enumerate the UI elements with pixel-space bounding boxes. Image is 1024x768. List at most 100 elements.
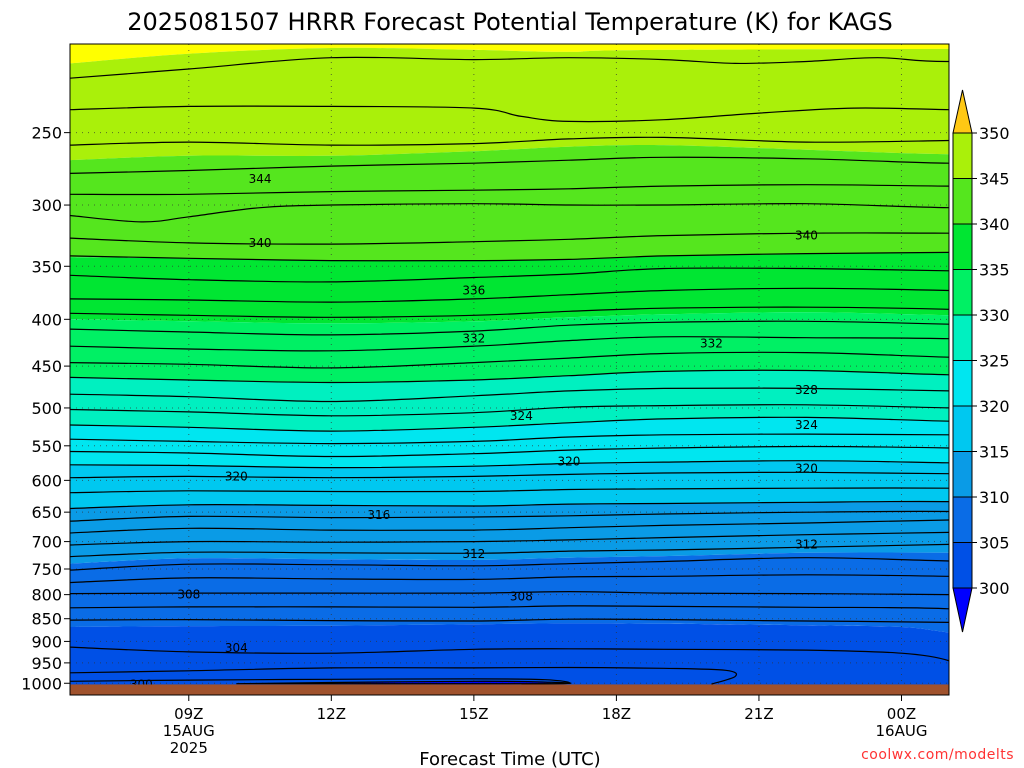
colorbar-label: 300 bbox=[979, 579, 1010, 598]
contour-label: 312 bbox=[462, 547, 485, 561]
contour-332-12 bbox=[70, 336, 949, 352]
contour-label: 336 bbox=[462, 283, 485, 297]
plot-frame bbox=[69, 43, 950, 696]
contour-340-6 bbox=[70, 232, 949, 245]
y-tick-label: 400 bbox=[31, 310, 62, 329]
x-tick-label: 18Z bbox=[602, 705, 631, 723]
colorbar-label: 345 bbox=[979, 170, 1010, 189]
colorbar-segment bbox=[952, 223, 973, 270]
colorbar-label: 320 bbox=[979, 397, 1010, 416]
contour-label: 308 bbox=[177, 588, 200, 602]
y-tick-label: 750 bbox=[31, 560, 62, 579]
x-tick-label: 15Z bbox=[459, 705, 488, 723]
terrain-rect bbox=[70, 684, 949, 695]
y-tick-label: 600 bbox=[31, 471, 62, 490]
colorbar-segment bbox=[952, 132, 973, 179]
contour-label: 328 bbox=[795, 383, 818, 397]
contour-328-15 bbox=[70, 387, 949, 403]
y-tick-label: 800 bbox=[31, 586, 62, 605]
x-tick-year: 2025 bbox=[170, 739, 208, 757]
colorbar-segment bbox=[952, 496, 973, 543]
y-tick-label: 650 bbox=[31, 503, 62, 522]
contour-333-11 bbox=[70, 320, 949, 336]
band-335-3 bbox=[70, 252, 949, 324]
contour-label: 320 bbox=[225, 469, 248, 483]
contour-303-34 bbox=[70, 666, 738, 685]
colorbar-label: 325 bbox=[979, 352, 1010, 371]
contour-label: 320 bbox=[557, 454, 580, 468]
band-340-2 bbox=[70, 144, 949, 261]
colorbar-segment bbox=[952, 314, 973, 361]
y-tick-label: 550 bbox=[31, 437, 62, 456]
contour-319-22 bbox=[70, 487, 949, 494]
contour-312-27 bbox=[70, 543, 949, 558]
colorbar-segment bbox=[952, 451, 973, 498]
x-tick-label: 00Z bbox=[887, 705, 916, 723]
contour-342-4 bbox=[70, 184, 949, 196]
y-tick-label: 700 bbox=[31, 533, 62, 552]
x-tick-date: 16AUG bbox=[876, 722, 928, 740]
contour-331-13 bbox=[70, 351, 949, 369]
band-300-10 bbox=[70, 623, 949, 695]
contour-325-17 bbox=[70, 416, 949, 432]
credit-text: coolwx.com/modelts bbox=[861, 747, 1014, 763]
contour-337-8 bbox=[70, 267, 949, 283]
contour-308-30 bbox=[70, 590, 949, 596]
contour-label: 324 bbox=[795, 418, 818, 432]
colorbar-label: 350 bbox=[979, 124, 1010, 143]
contour-339-7 bbox=[70, 251, 949, 262]
contour-307-31 bbox=[70, 605, 949, 610]
contour-305-32 bbox=[70, 618, 949, 624]
contour-label: 312 bbox=[795, 537, 818, 551]
colorbar-label: 310 bbox=[979, 488, 1010, 507]
contour-313-26 bbox=[70, 531, 949, 546]
contour-label: 316 bbox=[367, 508, 390, 522]
contour-labels: 344 340 340 336 332 332 328 324 324 320 320 320 316 3… bbox=[130, 172, 818, 691]
contour-336-9 bbox=[70, 287, 949, 303]
terrain-band bbox=[70, 684, 949, 695]
contour-344-3 bbox=[70, 156, 949, 174]
chart-title: 2025081507 HRRR Forecast Potential Tempe… bbox=[127, 8, 893, 36]
contour-309-29 bbox=[70, 574, 949, 584]
colorbar-top-arrow bbox=[952, 89, 973, 134]
contour-lines bbox=[70, 56, 949, 685]
contour-323-19 bbox=[70, 445, 949, 458]
colorbar-segment bbox=[952, 542, 973, 589]
contour-324-18 bbox=[70, 433, 949, 445]
contour-345-2 bbox=[70, 136, 949, 146]
y-tick-label: 500 bbox=[31, 399, 62, 418]
contour-341-5 bbox=[70, 203, 949, 223]
contour-300-36 bbox=[236, 680, 572, 685]
colorbar: 300 305 310 315 320 325 330 335 340 345 350 bbox=[952, 89, 1010, 633]
contour-label: 324 bbox=[510, 409, 533, 423]
contour-label: 340 bbox=[795, 229, 818, 243]
colorbar-segment bbox=[952, 360, 973, 407]
x-tick-label: 21Z bbox=[744, 705, 773, 723]
colorbar-segment bbox=[952, 405, 973, 452]
colorbar-segment bbox=[952, 178, 973, 225]
y-tick-label: 450 bbox=[31, 357, 62, 376]
contour-315-25 bbox=[70, 519, 949, 534]
colorbar-bottom-arrow bbox=[952, 587, 973, 633]
contour-label: 308 bbox=[510, 590, 533, 604]
colorbar-segment bbox=[952, 269, 973, 316]
band-350-0 bbox=[70, 44, 949, 64]
colorbar-label: 335 bbox=[979, 261, 1010, 280]
y-tick-label: 250 bbox=[31, 124, 62, 143]
x-tick-label: 12Z bbox=[317, 705, 346, 723]
y-tick-label: 300 bbox=[31, 196, 62, 215]
x-tick-date: 15AUG bbox=[163, 722, 215, 740]
contour-329-14 bbox=[70, 369, 949, 384]
contour-335-10 bbox=[70, 306, 949, 318]
x-tick-label: 09Z bbox=[174, 705, 203, 723]
contour-311-28 bbox=[70, 557, 949, 571]
colorbar-label: 315 bbox=[979, 443, 1010, 462]
y-tick-label: 1000 bbox=[21, 674, 62, 693]
band-320-6 bbox=[70, 417, 949, 468]
colorbar-label: 340 bbox=[979, 215, 1010, 234]
contour-label: 332 bbox=[462, 332, 485, 346]
y-tick-label: 850 bbox=[31, 610, 62, 629]
contour-label: 304 bbox=[225, 641, 248, 655]
